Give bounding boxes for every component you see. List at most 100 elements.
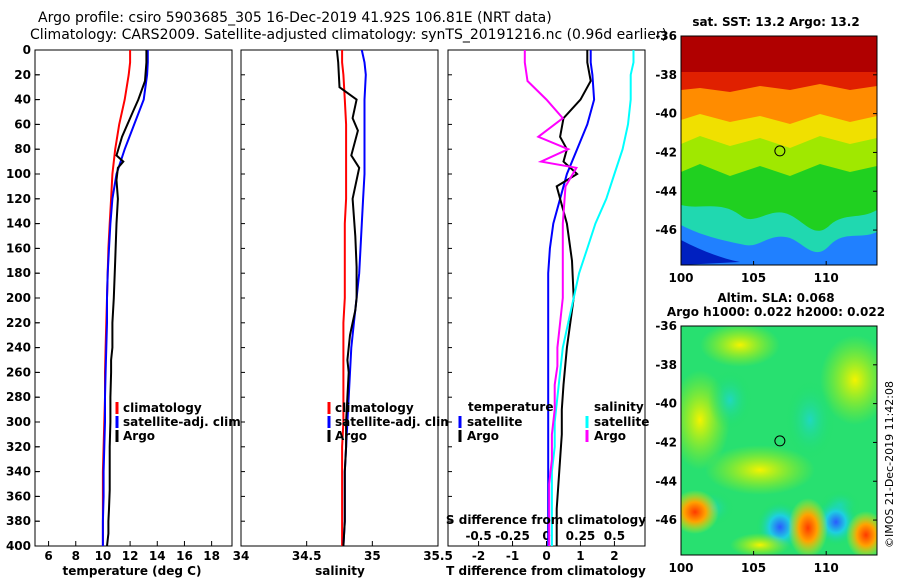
s-difference-tick-label: 0.25 [566,529,596,543]
sla-blob [681,490,719,534]
depth-tick-label: 260 [6,365,31,379]
legend-heading-temperature: temperature [468,400,553,414]
sst-map-frame [680,35,878,266]
depth-tick-label: 320 [6,440,31,454]
legend-heading-salinity: salinity [594,400,644,414]
salinity-xlabel: salinity [315,564,365,578]
difference-legend: temperature satellite Argo salinity sate… [458,400,649,443]
depth-tick-label: 280 [6,390,31,404]
salinity-plot-frame [240,49,439,547]
x-tick-label: 2 [610,549,618,563]
s-difference-tick-label: -0.5 [465,529,491,543]
depth-tick-label: 400 [6,539,31,553]
depth-tick-label: 300 [6,415,31,429]
sla-blob [705,445,815,495]
legend-label-satellite: satellite-adj. clim. [335,415,457,429]
difference-panel: -2 -1 0 1 2 -0.5 -0.25 0 0.25 0.5 T difference f… [446,49,649,578]
salinity-axis: 34 34.5 35 35.5 [233,49,453,563]
temperature-panel: 0 20 40 60 80 100 120 140 160 180 200 220 240 260 280 3… [6,43,245,578]
map-y-tick-label: -40 [655,397,677,411]
x-tick-label: 0 [542,549,550,563]
depth-tick-label: 160 [6,241,31,255]
sla-heatmap [681,326,877,555]
temperature-series [101,50,149,546]
sst-argo-location-marker [774,145,786,157]
temperature-xlabel: temperature (deg C) [63,564,202,578]
sla-blob [700,326,780,367]
series-t-argo [555,50,592,546]
chart-title-line-1: Argo profile: csiro 5903685_305 16-Dec-2… [38,10,552,26]
depth-tick-label: 0 [23,43,31,57]
map-y-tick-label: -46 [655,223,677,237]
legend-label-argo: Argo [335,429,367,443]
sla-map-panel: Altim. SLA: 0.068 Argo h1000: 0.022 h200… [655,291,885,575]
depth-tick-label: 40 [14,93,31,107]
sst-heatmap [681,36,877,265]
map-x-tick-label: 110 [814,561,839,575]
sla-blob [730,533,790,555]
map-x-tick-label: 110 [814,271,839,285]
salinity-panel: 34 34.5 35 35.5 salinity climatology satell… [233,49,457,578]
difference-plot-frame [447,49,646,547]
sla-map-axes: 100 105 110 -36 -38 -40 -42 -44 -46 [655,319,877,575]
depth-tick-label: 120 [6,192,31,206]
sla-map-title: Altim. SLA: 0.068 [717,291,834,305]
x-tick-label: 12 [122,549,139,563]
sst-band-darkblue [681,240,740,265]
depth-tick-label: 180 [6,266,31,280]
t-difference-axis: -2 -1 0 1 2 [448,49,619,563]
difference-series [523,50,635,546]
series-satellite-adj-clim- [101,50,149,546]
sla-blob [846,511,877,555]
s-difference-tick-label: -0.25 [495,529,530,543]
series-argo [335,50,361,546]
sla-blob [788,498,828,555]
depth-tick-label: 20 [14,68,31,82]
sst-map-panel: sat. SST: 13.2 Argo: 13.2 100 105 110 -36 -3… [655,15,878,285]
map-y-tick-label: -44 [655,184,677,198]
series-s-argo [523,50,578,546]
depth-axis: 0 20 40 60 80 100 120 140 160 180 200 220 240 260 280 3… [6,43,40,553]
sst-map-title: sat. SST: 13.2 Argo: 13.2 [692,15,859,29]
map-x-tick-label: 100 [668,561,693,575]
temperature-plot-frame [34,49,233,547]
sst-band-blue [681,225,877,265]
x-tick-label: -2 [472,549,485,563]
series-climatology [341,50,348,546]
x-tick-label: 1 [576,549,584,563]
legend-label-climatology: climatology [335,401,414,415]
depth-tick-label: 340 [6,465,31,479]
depth-tick-label: 80 [14,142,31,156]
sst-band-orange [681,84,877,126]
sla-argo-location-marker [774,435,786,447]
series-argo [106,50,148,546]
x-tick-label: 34.5 [292,549,322,563]
x-tick-label: 35.5 [423,549,453,563]
x-tick-label: 34 [233,549,250,563]
depth-tick-label: 60 [14,117,31,131]
sst-band-red [681,72,877,94]
sst-map-axes: 100 105 110 -36 -38 -40 -42 -44 -46 [655,29,877,285]
map-x-tick-label: 105 [741,561,766,575]
salinity-series [335,50,367,546]
map-y-tick-label: -44 [655,474,677,488]
depth-tick-label: 240 [6,341,31,355]
map-y-tick-label: -42 [655,435,677,449]
t-difference-xlabel: T difference from climatology [446,564,646,578]
s-difference-xlabel: S difference from climatology [446,513,646,527]
temperature-legend: climatology satellite-adj. clim. Argo [115,401,245,443]
imos-watermark: ©IMOS 21-Dec-2019 11:42:08 [883,381,896,548]
map-x-tick-label: 105 [741,271,766,285]
sst-band-darkred [681,36,877,72]
legend-label-satellite: satellite-adj. clim. [123,415,245,429]
map-y-tick-label: -36 [655,29,677,43]
sla-map-subtitle: Argo h1000: 0.022 h2000: 0.022 [667,305,885,319]
legend-label-t-satellite: satellite [467,415,522,429]
depth-tick-label: 360 [6,489,31,503]
map-y-tick-label: -42 [655,145,677,159]
x-tick-label: 35 [364,549,381,563]
map-x-tick-label: 100 [668,271,693,285]
x-tick-label: 14 [149,549,166,563]
sla-blob [820,335,877,425]
